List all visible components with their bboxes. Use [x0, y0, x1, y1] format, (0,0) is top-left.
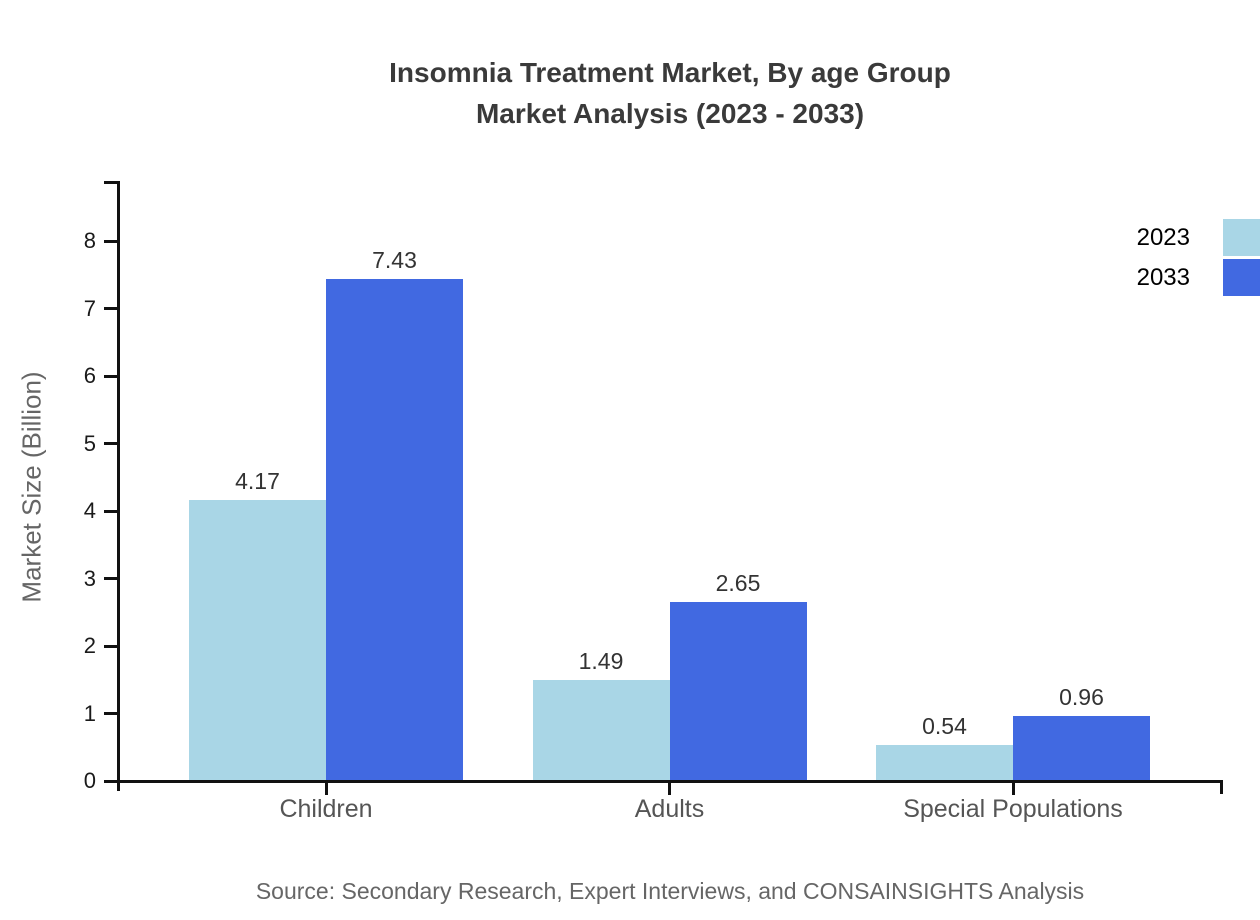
y-tick-label: 3 — [83, 565, 96, 591]
y-tick-label: 1 — [83, 700, 96, 726]
y-tick-mark — [104, 509, 118, 513]
x-category-label: Children — [279, 795, 373, 823]
legend-item-2033: 2033 — [1137, 259, 1260, 296]
y-tick-mark — [104, 644, 118, 648]
source-note: Source: Secondary Research, Expert Inter… — [255, 878, 1085, 904]
y-tick-label: 7 — [83, 295, 96, 321]
y-tick-label: 8 — [83, 228, 96, 253]
bar-2023-special-populations — [876, 744, 1013, 781]
y-tick-mark — [104, 712, 118, 715]
x-tick-mark — [324, 781, 328, 795]
bar-value-label: 1.49 — [578, 648, 624, 675]
y-axis-line — [116, 181, 120, 791]
bar-value-label: 0.96 — [1059, 684, 1104, 711]
y-tick-mark — [104, 374, 118, 378]
y-tick-label: 4 — [83, 498, 96, 523]
y-tick-mark — [104, 779, 118, 783]
y-tick-mark — [104, 239, 118, 243]
y-tick-mark — [104, 577, 118, 580]
bar-2033-children — [326, 279, 463, 781]
bar-2023-adults — [532, 680, 670, 781]
y-tick-label: 5 — [83, 430, 96, 456]
y-tick-label: 2 — [83, 633, 96, 658]
bar-2023-children — [189, 499, 326, 781]
x-category-label: Special Populations — [903, 795, 1123, 823]
chart-title-line1: Insomnia Treatment Market, By age Group — [389, 57, 951, 88]
bar-2033-adults — [669, 602, 807, 781]
legend-item-2023: 2023 — [1137, 219, 1260, 256]
legend: 2023 2033 — [1137, 219, 1260, 296]
legend-label: 2023 — [1136, 223, 1190, 251]
x-tick-mark — [1011, 781, 1015, 795]
y-tick-mark — [104, 442, 118, 445]
bar-value-label: 7.43 — [372, 247, 417, 274]
y-axis-top-cap — [104, 181, 118, 184]
y-tick-label: 6 — [83, 363, 96, 388]
bar-value-label: 0.54 — [922, 712, 967, 739]
legend-label: 2033 — [1136, 263, 1190, 291]
bar-value-label: 2.65 — [715, 570, 761, 597]
x-axis-right-cap — [1220, 779, 1223, 794]
x-axis-line — [108, 779, 1223, 783]
y-tick-label: 0 — [83, 768, 96, 793]
y-tick-mark — [104, 307, 118, 310]
bar-2033-special-populations — [1013, 716, 1150, 781]
x-tick-mark — [668, 781, 671, 795]
x-category-label: Adults — [634, 795, 705, 823]
chart-title: Insomnia Treatment Market, By age Group … — [118, 52, 1222, 134]
chart-title-line2: Market Analysis (2023 - 2033) — [475, 98, 865, 129]
legend-swatch-icon — [1223, 259, 1260, 296]
bar-value-label: 4.17 — [235, 467, 280, 494]
legend-swatch-icon — [1223, 219, 1260, 256]
